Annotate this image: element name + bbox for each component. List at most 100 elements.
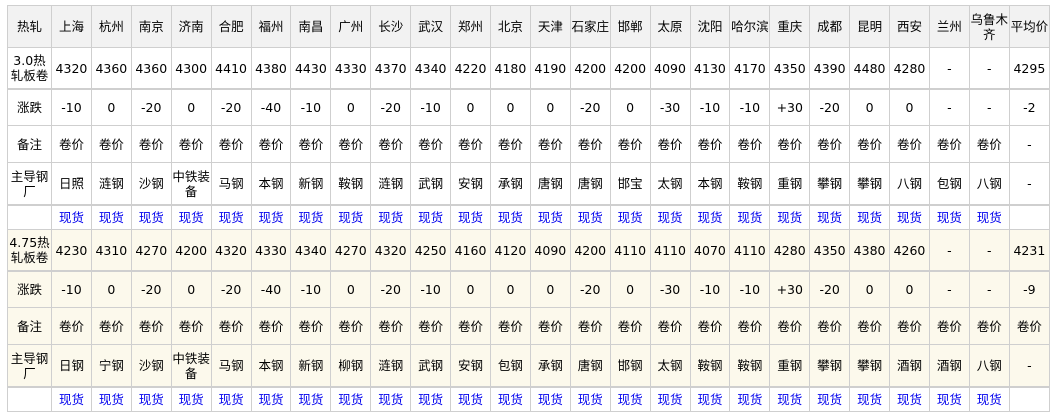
mill-row-cell: 太钢	[649, 162, 691, 206]
mill-row-cell: 唐钢	[569, 344, 611, 388]
spot-link[interactable]: 现货	[418, 392, 444, 407]
price-row-cell: 4360	[90, 47, 132, 90]
spot-link[interactable]: 现货	[418, 210, 444, 225]
note-row-label: 备注	[7, 307, 52, 345]
spot-link[interactable]: 现货	[138, 392, 164, 407]
spot-link[interactable]: 现货	[777, 392, 803, 407]
mill-row: 主导钢厂 日钢 宁钢 沙钢 中铁装备 马钢 本钢 新钢 柳钢 涟钢 武钢 安钢 包钢 承钢 唐钢 邯钢 太钢 鞍钢…	[7, 344, 1051, 388]
spot-link[interactable]: 现货	[218, 210, 244, 225]
mill-row-cell: 攀钢	[849, 344, 891, 388]
note-row: 备注 卷价 卷价 卷价 卷价 卷价 卷价 卷价 卷价 卷价 卷价 卷价 卷价 卷价 卷价 卷价 卷价 卷价 卷价 卷价…	[7, 125, 1051, 163]
header-row-cell: 平均价	[1008, 5, 1051, 48]
spot-link[interactable]: 现货	[458, 210, 484, 225]
spot-link[interactable]: 现货	[697, 210, 723, 225]
spot-link[interactable]: 现货	[98, 392, 124, 407]
spot-link[interactable]: 现货	[338, 392, 364, 407]
spot-link[interactable]: 现货	[537, 392, 563, 407]
mill-row-label: 主导钢厂	[7, 344, 52, 388]
note-row-cell: 卷价	[90, 125, 132, 163]
header-row-cell: 杭州	[90, 5, 132, 48]
price-row-cell: 4090	[649, 47, 691, 90]
spot-link[interactable]: 现货	[298, 392, 324, 407]
mill-row-cell: 唐钢	[569, 162, 611, 206]
spot-link[interactable]: 现货	[617, 210, 643, 225]
price-row-cell: 4270	[330, 229, 372, 272]
spot-link[interactable]: 现货	[378, 210, 404, 225]
spot-link[interactable]: 现货	[896, 392, 922, 407]
note-row-cell: 卷价	[250, 125, 292, 163]
spot-link[interactable]: 现货	[138, 210, 164, 225]
spot-row: 现货 现货 现货 现货 现货 现货 现货 现货 现货 现货 现货 现货 现货 现货 现货 现货 现货 现货 现货 现货…	[7, 204, 1051, 230]
spot-link[interactable]: 现货	[258, 210, 284, 225]
price-row-cell: 4480	[849, 47, 891, 90]
header-row-cell: 济南	[170, 5, 212, 48]
spot-link[interactable]: 现货	[857, 210, 883, 225]
spot-row-cell: 现货	[968, 386, 1010, 412]
spot-link[interactable]: 现货	[338, 210, 364, 225]
note-row-cell: 卷价	[90, 307, 132, 345]
spot-row-cell: 现货	[968, 204, 1010, 230]
spot-link[interactable]: 现货	[458, 392, 484, 407]
change-row-cell: 0	[849, 88, 891, 126]
spot-link[interactable]: 现货	[497, 210, 523, 225]
change-row-cell: 0	[450, 88, 491, 126]
spot-link[interactable]: 现货	[218, 392, 244, 407]
spot-link[interactable]: 现货	[737, 210, 763, 225]
spot-link[interactable]: 现货	[178, 210, 204, 225]
note-row-cell: 卷价	[809, 307, 851, 345]
note-row-cell: 卷价	[928, 125, 970, 163]
mill-row-cell: 日照	[51, 162, 92, 206]
spot-link[interactable]: 现货	[657, 210, 683, 225]
spot-link[interactable]: 现货	[936, 210, 962, 225]
spot-link[interactable]: 现货	[817, 392, 843, 407]
price-row-cell: 4200	[569, 47, 611, 90]
spot-link[interactable]: 现货	[976, 392, 1002, 407]
spot-link[interactable]: 现货	[697, 392, 723, 407]
spot-link[interactable]: 现货	[98, 210, 124, 225]
spot-link[interactable]: 现货	[857, 392, 883, 407]
spot-row-cell: 现货	[529, 386, 571, 412]
note-row-cell: 卷价	[649, 307, 691, 345]
note-row-cell: 卷价	[569, 307, 611, 345]
spot-link[interactable]: 现货	[896, 210, 922, 225]
price-row-cell: 4300	[170, 47, 212, 90]
spot-link[interactable]: 现货	[178, 392, 204, 407]
spot-link[interactable]: 现货	[577, 210, 603, 225]
header-row-cell: 郑州	[450, 5, 491, 48]
spot-link[interactable]: 现货	[817, 210, 843, 225]
change-row: 涨跌 -10 0 -20 0 -20 -40 -10 0 -20 -10 0 0 0 -20 0 -30 -10-…	[7, 88, 1051, 126]
spot-link[interactable]: 现货	[58, 210, 84, 225]
spot-link[interactable]: 现货	[777, 210, 803, 225]
spot-row-cell	[1008, 386, 1051, 412]
note-row-cell: 卷价	[849, 125, 891, 163]
mill-row-cell: 承钢	[489, 162, 531, 206]
header-row-cell: 邯郸	[609, 5, 651, 48]
note-row-cell: 卷价	[51, 307, 92, 345]
spot-link[interactable]: 现货	[378, 392, 404, 407]
price-row-cell: -	[968, 229, 1010, 272]
spot-link[interactable]: 现货	[298, 210, 324, 225]
price-row-cell: 4410	[210, 47, 252, 90]
spot-link[interactable]: 现货	[737, 392, 763, 407]
price-row-cell: 4200	[170, 229, 212, 272]
price-row-cell: -	[968, 47, 1010, 90]
change-row-cell: 0	[450, 270, 491, 308]
spot-link[interactable]: 现货	[976, 210, 1002, 225]
spot-link[interactable]: 现货	[537, 210, 563, 225]
header-row-cell: 乌鲁木齐	[968, 5, 1010, 48]
spot-link[interactable]: 现货	[577, 392, 603, 407]
spot-link[interactable]: 现货	[657, 392, 683, 407]
spot-row-cell: 现货	[370, 386, 412, 412]
price-row-cell: 4090	[529, 229, 571, 272]
header-row-cell: 南京	[130, 5, 172, 48]
note-row-cell: 卷价	[210, 125, 252, 163]
change-row-cell: -10	[410, 270, 452, 308]
spot-link[interactable]: 现货	[497, 392, 523, 407]
mill-row-cell: 中铁装备	[170, 344, 212, 388]
spot-link[interactable]: 现货	[258, 392, 284, 407]
change-row-cell: -20	[370, 270, 412, 308]
spot-link[interactable]: 现货	[617, 392, 643, 407]
spot-link[interactable]: 现货	[936, 392, 962, 407]
mill-row-cell: 本钢	[250, 344, 292, 388]
spot-link[interactable]: 现货	[58, 392, 84, 407]
